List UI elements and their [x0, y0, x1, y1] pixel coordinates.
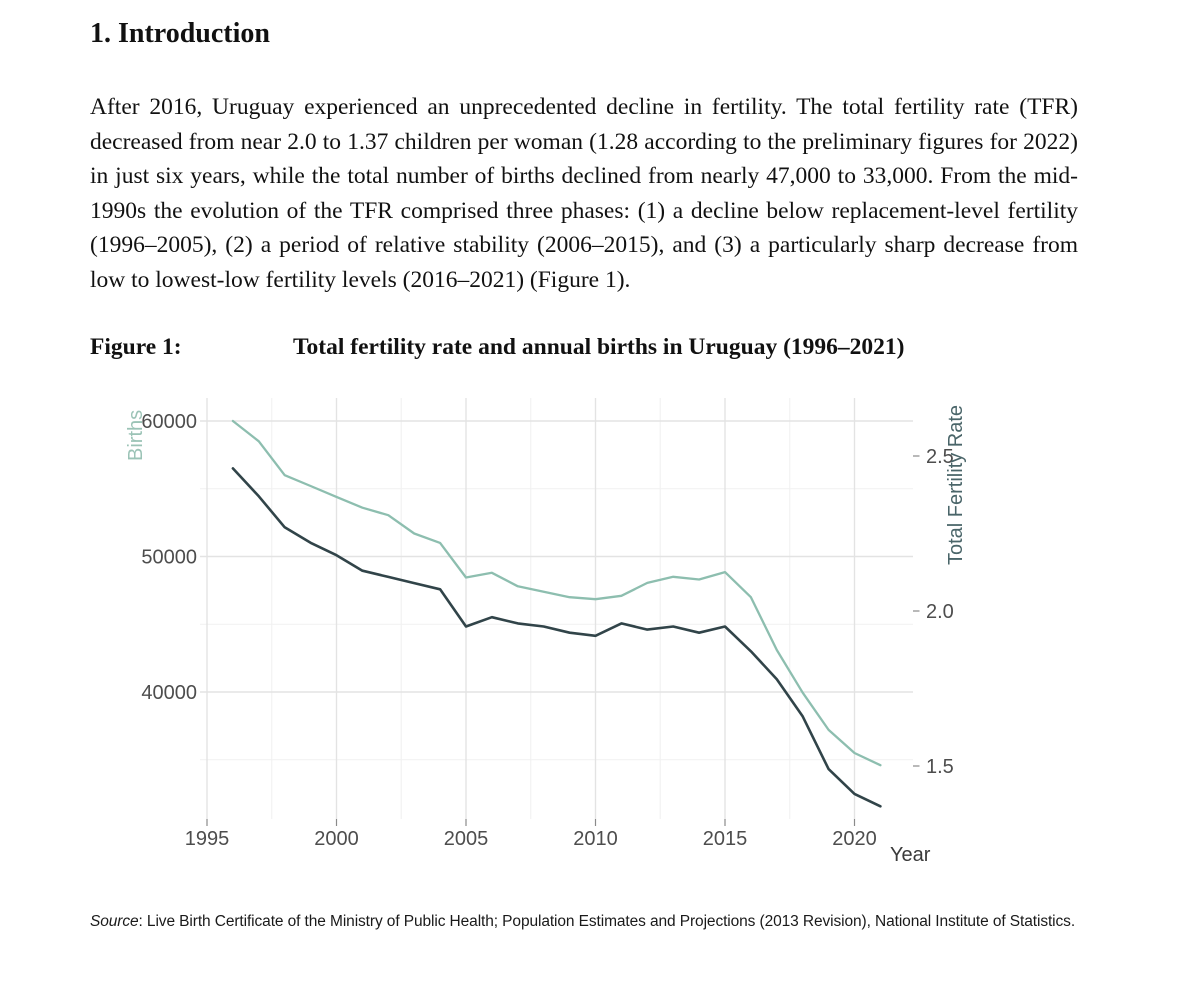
- document-page: 1. Introduction After 2016, Uruguay expe…: [90, 18, 1090, 932]
- svg-text:2.5: 2.5: [926, 446, 954, 468]
- svg-text:2010: 2010: [573, 828, 618, 850]
- right-axis-title: Total Fertility Rate: [945, 404, 967, 565]
- series-births-line: [231, 419, 882, 766]
- source-note-text: : Live Birth Certificate of the Ministry…: [138, 912, 1076, 930]
- svg-text:60000: 60000: [141, 411, 197, 433]
- svg-text:2000: 2000: [314, 828, 359, 850]
- figure-caption: Figure 1: Total fertility rate and annual…: [90, 334, 1078, 361]
- svg-text:2020: 2020: [832, 828, 877, 850]
- source-note: Source: Live Birth Certificate of the Mi…: [90, 911, 1078, 932]
- svg-text:40000: 40000: [141, 682, 197, 704]
- left-axis-title: Births: [125, 409, 147, 461]
- intro-paragraph: After 2016, Uruguay experienced an unpre…: [90, 94, 1078, 293]
- series-tfr-line: [231, 466, 882, 808]
- figure-title: Total fertility rate and annual births i…: [293, 333, 905, 360]
- fertility-chart: 1995 2000 2005 2010 2015 2020 60000 50000 40000 2…: [90, 381, 1090, 881]
- svg-text:1.5: 1.5: [926, 756, 954, 778]
- svg-text:2.0: 2.0: [926, 601, 954, 623]
- source-note-prefix: Source: [90, 912, 139, 930]
- chart-canvas: 1995 2000 2005 2010 2015 2020 60000 50000 40000 2…: [141, 397, 954, 850]
- svg-text:2015: 2015: [703, 828, 748, 850]
- x-axis-title: Year: [890, 843, 931, 866]
- figure-label: Figure 1:: [90, 333, 182, 360]
- svg-text:50000: 50000: [141, 546, 197, 568]
- section-heading: 1. Introduction: [90, 18, 270, 49]
- svg-text:2005: 2005: [444, 828, 489, 850]
- svg-text:1995: 1995: [185, 828, 230, 850]
